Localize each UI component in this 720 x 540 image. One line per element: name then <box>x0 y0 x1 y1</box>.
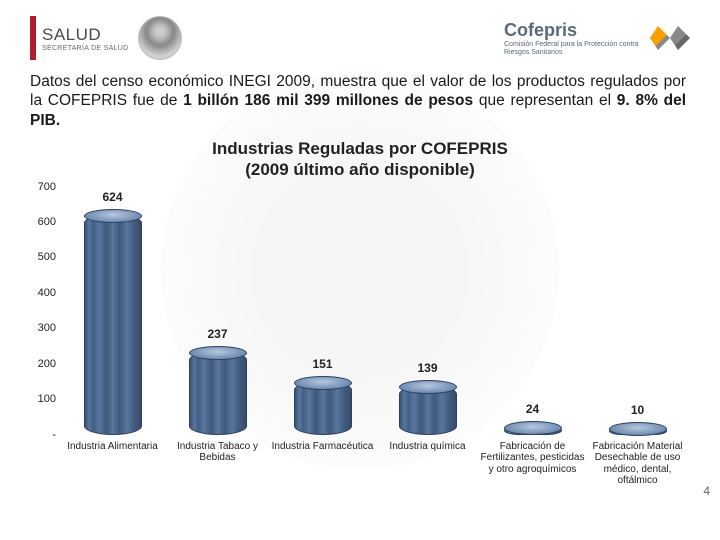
bar-category-label: Industria química <box>375 441 480 453</box>
bar-value-label: 10 <box>631 403 644 417</box>
bar <box>294 381 352 434</box>
bar-slot: 10Fabricación Material Desechable de uso… <box>604 187 672 435</box>
bar <box>504 426 562 435</box>
chart-title-line-1: Industrias Reguladas por COFEPRIS <box>0 138 720 159</box>
cofepris-logo: Cofepris Comisión Federal para la Protec… <box>504 20 690 56</box>
bar <box>609 427 667 435</box>
para-bold-1: 1 billón 186 mil 399 millones de pesos <box>183 92 473 109</box>
bar-category-label: Industria Farmacéutica <box>270 441 375 453</box>
y-tick-label: 400 <box>26 287 56 299</box>
bar-chart: -100200300400500600700624Industria Alime… <box>20 187 700 487</box>
salud-subtitle: SECRETARÍA DE SALUD <box>42 45 128 52</box>
left-logos: SALUD SECRETARÍA DE SALUD <box>30 16 182 60</box>
bar-slot: 624Industria Alimentaria <box>79 187 147 435</box>
para-seg-2: que representan el <box>473 92 617 109</box>
chart-title-line-2: (2009 último año disponible) <box>0 159 720 180</box>
bar-value-label: 24 <box>526 402 539 416</box>
y-tick-label: 200 <box>26 358 56 370</box>
bar-value-label: 151 <box>312 357 332 371</box>
chart-plot-area: -100200300400500600700624Industria Alime… <box>60 187 690 435</box>
y-tick-label: 300 <box>26 322 56 334</box>
bar-slot: 237Industria Tabaco y Bebidas <box>184 187 252 435</box>
bar <box>399 385 457 434</box>
bar-category-label: Fabricación de Fertilizantes, pesticidas… <box>480 441 585 476</box>
bar-value-label: 139 <box>417 361 437 375</box>
bar <box>189 351 247 435</box>
cofepris-word: Cofepris <box>504 20 577 40</box>
y-tick-label: 600 <box>26 216 56 228</box>
bar-slot: 139Industria química <box>394 187 462 435</box>
y-tick-label: 500 <box>26 251 56 263</box>
salud-red-bar <box>30 16 36 60</box>
cofepris-subtitle: Comisión Federal para la Protección cont… <box>504 41 644 56</box>
bar-value-label: 624 <box>102 190 122 204</box>
page-number: 4 <box>703 484 710 498</box>
y-tick-label: 700 <box>26 181 56 193</box>
cofepris-chevron-icon <box>650 26 690 50</box>
bar <box>84 214 142 435</box>
chart-title: Industrias Reguladas por COFEPRIS (2009 … <box>0 138 720 181</box>
mexico-seal-icon <box>138 16 182 60</box>
intro-paragraph: Datos del censo económico INEGI 2009, mu… <box>0 70 720 136</box>
salud-word: SALUD <box>42 25 128 45</box>
bar-category-label: Fabricación Material Desechable de uso m… <box>585 441 690 487</box>
bar-category-label: Industria Alimentaria <box>60 441 165 453</box>
y-tick-label: 100 <box>26 393 56 405</box>
bar-category-label: Industria Tabaco y Bebidas <box>165 441 270 464</box>
salud-logo: SALUD SECRETARÍA DE SALUD <box>30 16 128 60</box>
bar-value-label: 237 <box>207 327 227 341</box>
bar-slot: 24Fabricación de Fertilizantes, pesticid… <box>499 187 567 435</box>
bar-slot: 151Industria Farmacéutica <box>289 187 357 435</box>
y-tick-label: - <box>26 429 56 441</box>
slide-header: SALUD SECRETARÍA DE SALUD Cofepris Comis… <box>0 0 720 70</box>
